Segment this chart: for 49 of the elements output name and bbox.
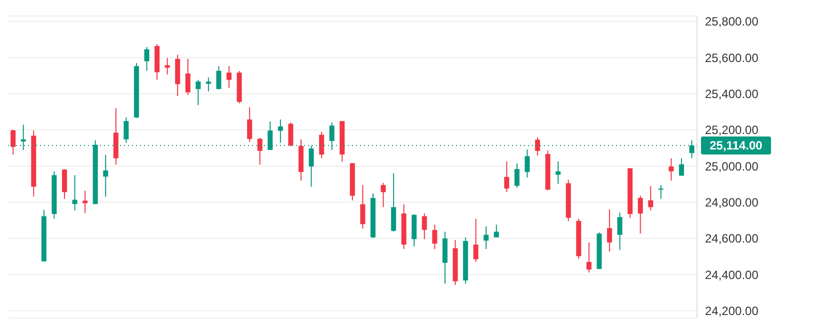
candlestick xyxy=(226,66,232,88)
candlestick xyxy=(278,118,283,144)
ref-line-label: 25,114.00 xyxy=(710,138,763,152)
candlestick xyxy=(206,76,211,92)
y-tick-label: 25,600.00 xyxy=(705,50,759,65)
candlestick xyxy=(319,131,324,159)
candlestick xyxy=(391,172,396,232)
candlestick xyxy=(514,162,520,188)
candlestick xyxy=(72,174,78,211)
candlestick xyxy=(473,218,478,262)
y-tick-label: 24,200.00 xyxy=(705,304,759,318)
candlestick xyxy=(504,160,510,193)
candlestick xyxy=(638,195,643,234)
candlestick xyxy=(484,226,489,250)
candlestick xyxy=(422,212,427,240)
candlestick xyxy=(648,185,654,211)
candlestick xyxy=(668,158,674,182)
candlestick xyxy=(524,148,530,178)
y-tick-label: 24,400.00 xyxy=(705,268,759,282)
y-tick-label: 25,400.00 xyxy=(705,87,759,102)
candlestick xyxy=(247,106,252,142)
y-tick-label: 24,600.00 xyxy=(705,232,759,246)
candlestick xyxy=(144,46,150,72)
candlestick xyxy=(556,160,561,184)
candlestick xyxy=(535,137,540,156)
candlestick xyxy=(586,242,592,273)
candlestick xyxy=(432,224,438,250)
candlestick xyxy=(380,182,386,208)
candlestick xyxy=(216,66,222,90)
candlestick xyxy=(360,184,366,230)
candlestick xyxy=(617,212,622,251)
y-tick-label: 25,800.00 xyxy=(705,14,759,29)
candlestick xyxy=(185,58,190,96)
candlestick xyxy=(103,154,108,198)
candlestick xyxy=(257,137,262,166)
y-tick-label: 24,800.00 xyxy=(705,196,759,210)
candlestick xyxy=(679,158,684,176)
candlestick xyxy=(288,122,294,147)
candlestick xyxy=(607,208,612,252)
candlestick xyxy=(196,79,201,106)
candlestick xyxy=(10,129,16,156)
y-tick-label: 25,200.00 xyxy=(705,123,759,138)
y-tick-label: 25,000.00 xyxy=(705,159,759,174)
candlestick xyxy=(164,57,170,75)
candlestick xyxy=(494,224,499,238)
candlestick xyxy=(124,116,129,144)
candlestick xyxy=(82,190,88,214)
candlestick xyxy=(658,184,664,200)
candlestick xyxy=(62,168,67,200)
